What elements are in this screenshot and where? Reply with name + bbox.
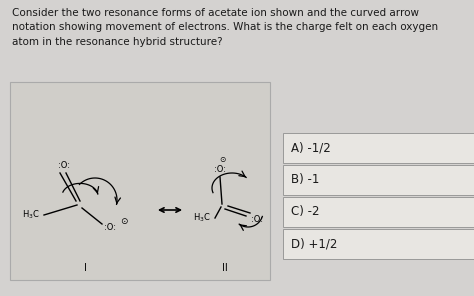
Text: :O:: :O: [104, 223, 116, 232]
Text: II: II [222, 263, 228, 273]
Text: A) -1/2: A) -1/2 [291, 141, 331, 155]
Text: H$_3$C: H$_3$C [193, 212, 211, 224]
Text: :O:: :O: [214, 165, 226, 173]
Text: Consider the two resonance forms of acetate ion shown and the curved arrow
notat: Consider the two resonance forms of acet… [12, 8, 438, 47]
Bar [283, 229, 474, 259]
Bar [283, 197, 474, 227]
Bar [283, 165, 474, 195]
Bar [283, 133, 474, 163]
Text: B) -1: B) -1 [291, 173, 319, 186]
Text: C) -2: C) -2 [291, 205, 319, 218]
Text: H$_3$C: H$_3$C [22, 209, 40, 221]
Text: D) +1/2: D) +1/2 [291, 237, 337, 250]
Text: ⊙: ⊙ [120, 216, 128, 226]
Text: :O:: :O: [58, 160, 70, 170]
Text: I: I [83, 263, 86, 273]
Text: ⊙: ⊙ [219, 155, 225, 163]
Text: :O:: :O: [251, 215, 263, 224]
Bar [10, 82, 270, 280]
